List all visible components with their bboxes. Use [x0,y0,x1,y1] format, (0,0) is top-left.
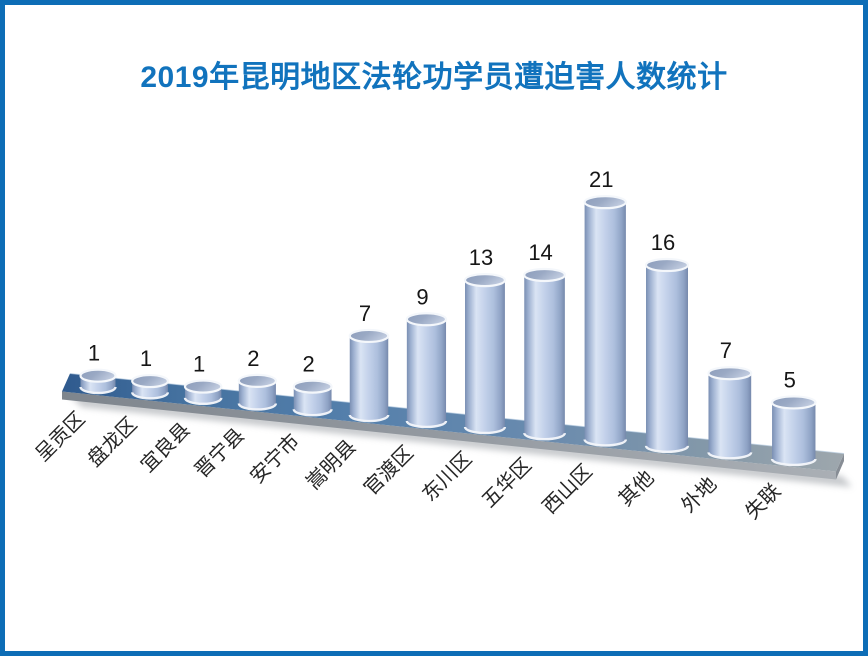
bar-cylinder-五华区 [523,267,567,441]
bar-cylinder-晋宁县 [237,373,278,411]
bar-cylinder-安宁市 [292,379,333,417]
value-label: 1 [88,341,100,366]
value-label: 1 [140,346,152,371]
value-label: 2 [247,346,259,371]
category-label: 西山区 [538,460,597,519]
bar-cylinder-嵩明县 [348,328,390,423]
category-label: 其他 [614,466,659,511]
bar-cylinder-宜良县 [183,379,223,406]
bar-cylinder-西山区 [583,195,628,447]
floor-side-edge [836,453,844,480]
value-label: 1 [193,352,205,377]
value-label: 9 [416,284,428,309]
category-label: 呈贡区 [32,408,90,466]
category-label: 五华区 [477,453,536,512]
category-label: 宜良县 [136,418,195,477]
value-label: 5 [784,367,796,392]
category-label: 外地 [677,473,722,518]
value-label: 16 [651,230,675,255]
category-label: 嵩明县 [302,435,361,494]
bar-cylinder-外地 [707,366,753,460]
bar-cylinder-盘龙区 [130,373,170,400]
value-label: 7 [359,301,371,326]
value-label: 21 [589,167,613,192]
category-label: 安宁市 [245,429,304,488]
category-label: 晋宁县 [190,424,249,483]
value-label: 7 [720,338,732,363]
category-label: 失联 [741,479,786,524]
bar-cylinder-失联 [770,395,817,467]
value-label: 2 [303,352,315,377]
value-label: 13 [469,245,493,270]
bar-cylinder-官渡区 [405,312,448,429]
value-label: 14 [528,240,552,265]
bar-cylinder-呈贡区 [79,368,117,395]
category-label: 东川区 [418,447,477,506]
bar-cylinder-其他 [644,257,690,454]
chart-title: 2019年昆明地区法轮功学员遭迫害人数统计 [140,61,728,94]
category-label: 盘龙区 [83,413,142,472]
bar-cylinder-东川区 [463,273,507,435]
category-label: 官渡区 [359,441,418,500]
floor-front-edge [62,391,836,480]
